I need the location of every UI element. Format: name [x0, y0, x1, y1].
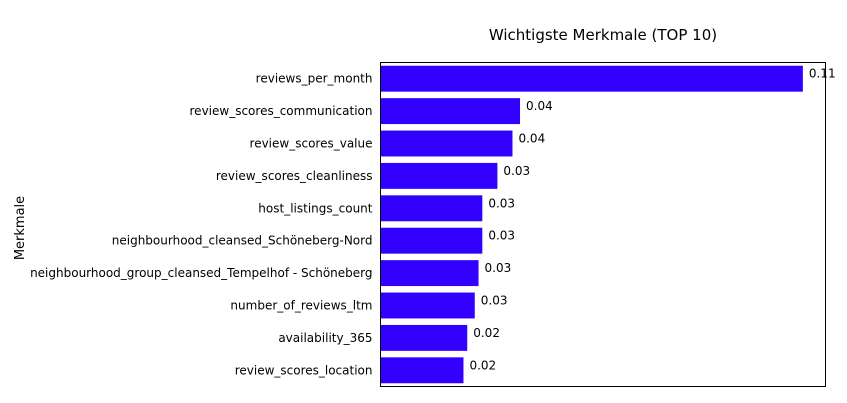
bar	[380, 195, 483, 222]
y-tick-label: reviews_per_month	[256, 72, 373, 86]
y-tick-label: neighbourhood_cleansed_Schöneberg-Nord	[112, 234, 373, 248]
bar-value-label: 0.03	[485, 261, 512, 275]
y-axis-label: Merkmale	[13, 196, 28, 260]
chart-title: Wichtigste Merkmale (TOP 10)	[489, 26, 717, 44]
bar-value-label: 0.04	[518, 132, 545, 146]
y-tick-label: review_scores_cleanliness	[216, 169, 373, 183]
bar	[380, 162, 498, 189]
y-tick-label: host_listings_count	[258, 201, 372, 215]
bar-value-label: 0.04	[526, 99, 553, 113]
bar	[380, 324, 468, 351]
bar	[380, 292, 475, 319]
bar-value-label: 0.02	[473, 326, 500, 340]
bar	[380, 98, 521, 125]
bar-value-label: 0.11	[809, 67, 836, 81]
y-tick-label: availability_365	[278, 331, 372, 345]
bar-value-label: 0.03	[481, 294, 508, 308]
bar	[380, 357, 464, 384]
bar-value-label: 0.02	[469, 358, 496, 372]
bar	[380, 65, 803, 92]
bar-value-label: 0.03	[503, 164, 530, 178]
value-labels: 0.11 0.04 0.04 0.03 0.03 0.03 0.03 0.03 0.02 0.02	[469, 67, 835, 373]
bars-group	[380, 65, 803, 384]
bar	[380, 227, 483, 254]
y-tick-label: review_scores_location	[235, 363, 373, 377]
plot-frame	[380, 62, 826, 387]
y-tick-label: neighbourhood_group_cleansed_Tempelhof -…	[30, 266, 372, 280]
y-tick-label: review_scores_communication	[190, 104, 373, 118]
bar-value-label: 0.03	[488, 229, 515, 243]
bar-value-label: 0.03	[488, 196, 515, 210]
bar	[380, 130, 513, 157]
y-tick-label: number_of_reviews_ltm	[230, 299, 372, 313]
y-tick-labels: reviews_per_month review_scores_communica…	[30, 72, 373, 378]
bar	[380, 260, 479, 287]
y-tick-label: review_scores_value	[250, 137, 373, 151]
